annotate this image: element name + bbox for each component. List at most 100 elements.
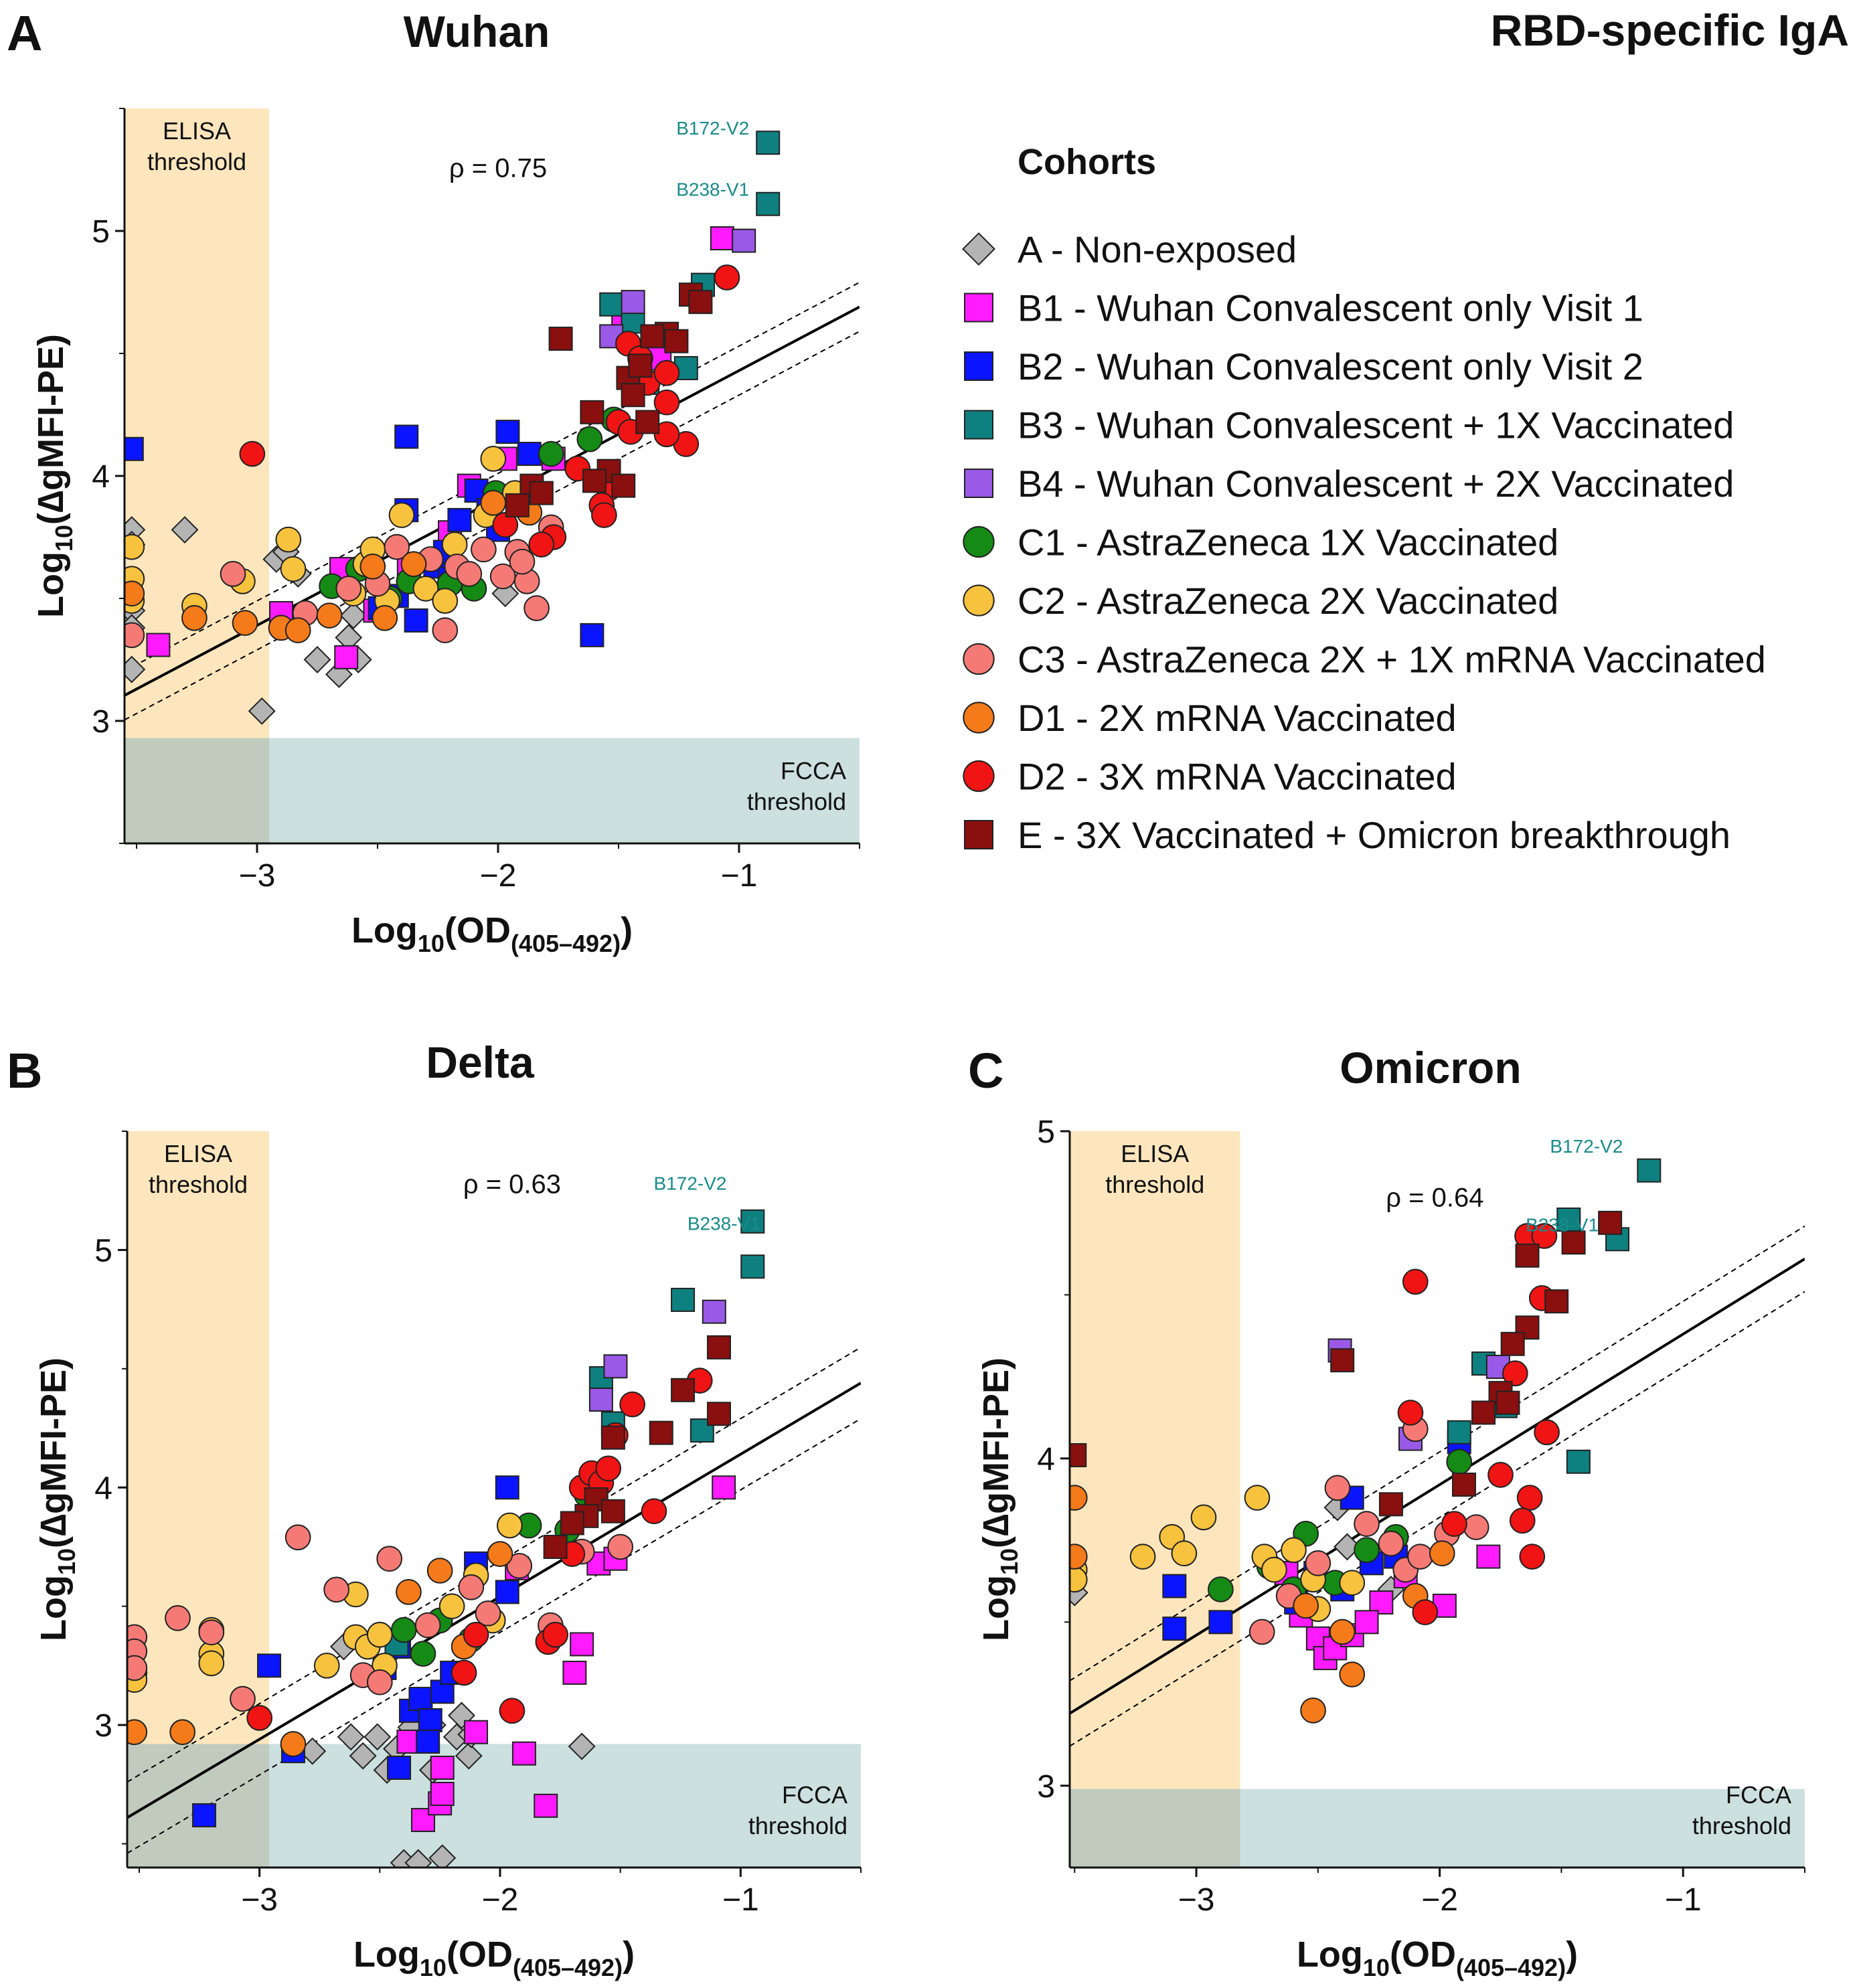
fcca-threshold-region [1240, 1789, 1805, 1868]
legend-item-c3: C3 - AstraZeneca 2X + 1X mRNA Vaccinated [963, 639, 1766, 681]
fcca-label: FCCA [1726, 1781, 1791, 1809]
data-point-c3 [432, 617, 459, 643]
data-point-a [171, 516, 199, 544]
data-point-c2 [1281, 1537, 1307, 1564]
legend-marker [963, 701, 995, 734]
data-point-a [568, 1732, 596, 1760]
panel-title: Wuhan [404, 7, 550, 56]
legend-item-a: A - Non-exposed [962, 228, 1297, 270]
y-tick-label: 3 [1037, 1769, 1055, 1805]
scatter-panel-c: C Omicron ELISA threshold FCCA threshold B172-… [968, 1043, 1805, 1981]
y-tick-label: 5 [1037, 1114, 1055, 1150]
y-tick-label: 4 [1037, 1442, 1055, 1477]
data-point-e [611, 473, 636, 498]
panels: A Wuhan ELISA threshold FCCA threshold B172-V2… [7, 5, 1805, 1981]
panel-title: Delta [426, 1038, 535, 1087]
data-point-b4 [702, 1299, 726, 1324]
data-point-c3 [458, 1574, 485, 1600]
data-point-d2 [1502, 1360, 1528, 1387]
data-point-e [580, 400, 604, 424]
data-point-b1 [1354, 1610, 1379, 1635]
elisa-label: ELISA [163, 117, 231, 145]
data-point-d2 [653, 389, 680, 416]
data-point-a [337, 1723, 365, 1751]
y-tick-label: 3 [92, 704, 110, 740]
data-point-b2 [517, 442, 542, 467]
data-point-c3 [607, 1534, 634, 1560]
correlation-label: ρ = 0.64 [1386, 1183, 1483, 1212]
data-point-b2 [495, 1580, 519, 1604]
data-point-c3 [1324, 1475, 1351, 1501]
data-point-c2 [496, 1512, 523, 1539]
data-point-d2 [528, 531, 555, 558]
x-tick-label: −3 [1178, 1882, 1215, 1918]
data-point-c2 [1129, 1544, 1156, 1570]
x-tick-label: −1 [722, 1882, 759, 1918]
data-point-d1 [400, 551, 427, 578]
data-point-c3 [384, 533, 410, 560]
data-point-a [455, 1742, 483, 1770]
point-annotation: B238-V1 [1526, 1214, 1599, 1235]
legend-label: D2 - 3X mRNA Vaccinated [1018, 756, 1457, 798]
data-point-e [600, 1425, 625, 1450]
point-annotation: B238-V1 [688, 1214, 760, 1234]
legend-label: B4 - Wuhan Convalescent + 2X Vaccinated [1018, 463, 1734, 505]
data-point-d1 [1293, 1592, 1319, 1619]
x-tick-label: −1 [1665, 1882, 1702, 1918]
correlation-label: ρ = 0.63 [463, 1169, 561, 1199]
legend-item-b2: B2 - Wuhan Convalescent only Visit 2 [964, 345, 1643, 388]
data-point-c3 [523, 595, 550, 622]
regression-group [1070, 1225, 1805, 1747]
data-point-b1 [534, 1793, 558, 1818]
panel-letter: A [7, 5, 42, 61]
data-point-c2 [280, 556, 307, 582]
y-axis-label: Log10(∆gMFI-PE) [33, 1357, 80, 1641]
data-point-b3 [1447, 1420, 1471, 1444]
data-point-c3 [198, 1619, 225, 1646]
scatter-panel-a: A Wuhan ELISA threshold FCCA threshold B172-V2… [7, 5, 860, 957]
data-point-c2 [366, 1621, 393, 1648]
y-tick-label: 5 [94, 1233, 112, 1268]
data-point-d2 [1441, 1511, 1467, 1538]
data-point-e [706, 1402, 731, 1426]
fcca-label: threshold [1692, 1812, 1791, 1839]
data-point-b1 [710, 226, 734, 250]
data-point-d2 [1519, 1544, 1546, 1570]
threshold-overlap-region [1070, 1789, 1240, 1868]
data-point-d2 [499, 1697, 526, 1724]
data-point-b1 [562, 1661, 587, 1685]
data-point-d2 [463, 1621, 489, 1648]
data-point-c2 [441, 531, 468, 558]
data-point-b2 [408, 1687, 433, 1712]
regression-line [127, 1382, 861, 1819]
data-point-d2 [714, 264, 740, 291]
data-point-b3 [756, 131, 781, 155]
legend-item-c1: C1 - AstraZeneca 1X Vaccinated [963, 521, 1558, 564]
legend-marker [963, 525, 995, 558]
data-point-c3 [1463, 1514, 1489, 1540]
data-point-d2 [239, 440, 266, 467]
data-point-d1 [127, 1719, 148, 1746]
point-annotation: B238-V1 [676, 179, 749, 200]
legend-marker [963, 760, 995, 793]
data-point-b1 [430, 1782, 455, 1806]
data-point-e [529, 481, 554, 505]
legend-item-e: E - 3X Vaccinated + Omicron breakthrough [964, 814, 1730, 856]
data-point-b2 [447, 507, 472, 532]
legend-marker [963, 584, 995, 616]
x-tick-label: −3 [241, 1882, 278, 1918]
data-point-b3 [740, 1254, 765, 1279]
data-point-c3 [1407, 1544, 1433, 1570]
data-point-d2 [1531, 1223, 1558, 1249]
data-point-d2 [542, 1621, 568, 1648]
data-point-b3 [671, 1287, 696, 1312]
data-point-d2 [641, 1498, 667, 1525]
x-tick-label: −2 [482, 1882, 519, 1918]
elisa-threshold-region [127, 1131, 270, 1744]
data-point-d1 [1429, 1540, 1455, 1567]
data-point-d1 [1329, 1619, 1356, 1645]
data-point-b1 [146, 633, 171, 657]
data-point-d2 [1402, 1268, 1429, 1295]
point-annotation: B172-V2 [1550, 1136, 1623, 1157]
